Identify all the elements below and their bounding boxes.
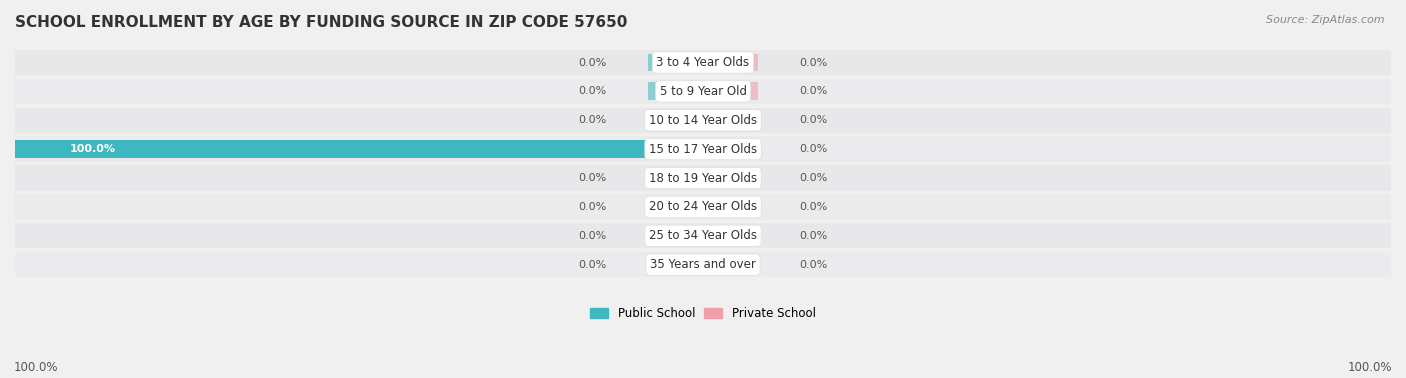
- Bar: [15, 194, 1391, 220]
- Bar: [648, 112, 703, 129]
- Text: 0.0%: 0.0%: [800, 57, 828, 68]
- Text: 100.0%: 100.0%: [70, 144, 117, 154]
- Text: 0.0%: 0.0%: [800, 202, 828, 212]
- Bar: [703, 198, 758, 216]
- Text: SCHOOL ENROLLMENT BY AGE BY FUNDING SOURCE IN ZIP CODE 57650: SCHOOL ENROLLMENT BY AGE BY FUNDING SOUR…: [15, 15, 627, 30]
- Bar: [703, 54, 758, 71]
- Text: 0.0%: 0.0%: [578, 115, 606, 125]
- Bar: [648, 82, 703, 100]
- Bar: [648, 54, 703, 71]
- Text: 100.0%: 100.0%: [14, 361, 59, 374]
- Bar: [703, 140, 758, 158]
- Bar: [15, 50, 1391, 75]
- Bar: [703, 112, 758, 129]
- Text: 5 to 9 Year Old: 5 to 9 Year Old: [659, 85, 747, 98]
- Bar: [15, 79, 1391, 104]
- Bar: [648, 198, 703, 216]
- Text: 0.0%: 0.0%: [800, 173, 828, 183]
- Text: 20 to 24 Year Olds: 20 to 24 Year Olds: [650, 200, 756, 214]
- Text: 0.0%: 0.0%: [800, 115, 828, 125]
- Text: 25 to 34 Year Olds: 25 to 34 Year Olds: [650, 229, 756, 242]
- Bar: [703, 256, 758, 274]
- Text: 0.0%: 0.0%: [800, 231, 828, 241]
- Bar: [15, 252, 1391, 277]
- Bar: [15, 165, 1391, 191]
- Bar: [648, 256, 703, 274]
- Text: 100.0%: 100.0%: [1347, 361, 1392, 374]
- Text: Source: ZipAtlas.com: Source: ZipAtlas.com: [1267, 15, 1385, 25]
- Text: 0.0%: 0.0%: [800, 260, 828, 270]
- Bar: [648, 227, 703, 245]
- Text: 0.0%: 0.0%: [800, 87, 828, 96]
- Text: 18 to 19 Year Olds: 18 to 19 Year Olds: [650, 172, 756, 184]
- Bar: [703, 82, 758, 100]
- Bar: [15, 108, 1391, 133]
- Bar: [15, 223, 1391, 248]
- Text: 0.0%: 0.0%: [800, 144, 828, 154]
- Bar: [648, 169, 703, 187]
- Text: 0.0%: 0.0%: [578, 57, 606, 68]
- Legend: Public School, Private School: Public School, Private School: [586, 302, 820, 325]
- Text: 0.0%: 0.0%: [578, 173, 606, 183]
- Text: 0.0%: 0.0%: [578, 87, 606, 96]
- Bar: [15, 140, 703, 158]
- Bar: [703, 227, 758, 245]
- Text: 0.0%: 0.0%: [578, 231, 606, 241]
- Text: 10 to 14 Year Olds: 10 to 14 Year Olds: [650, 114, 756, 127]
- Text: 3 to 4 Year Olds: 3 to 4 Year Olds: [657, 56, 749, 69]
- Text: 15 to 17 Year Olds: 15 to 17 Year Olds: [650, 143, 756, 156]
- Text: 35 Years and over: 35 Years and over: [650, 258, 756, 271]
- Text: 0.0%: 0.0%: [578, 260, 606, 270]
- Bar: [15, 136, 1391, 162]
- Text: 0.0%: 0.0%: [578, 202, 606, 212]
- Bar: [703, 169, 758, 187]
